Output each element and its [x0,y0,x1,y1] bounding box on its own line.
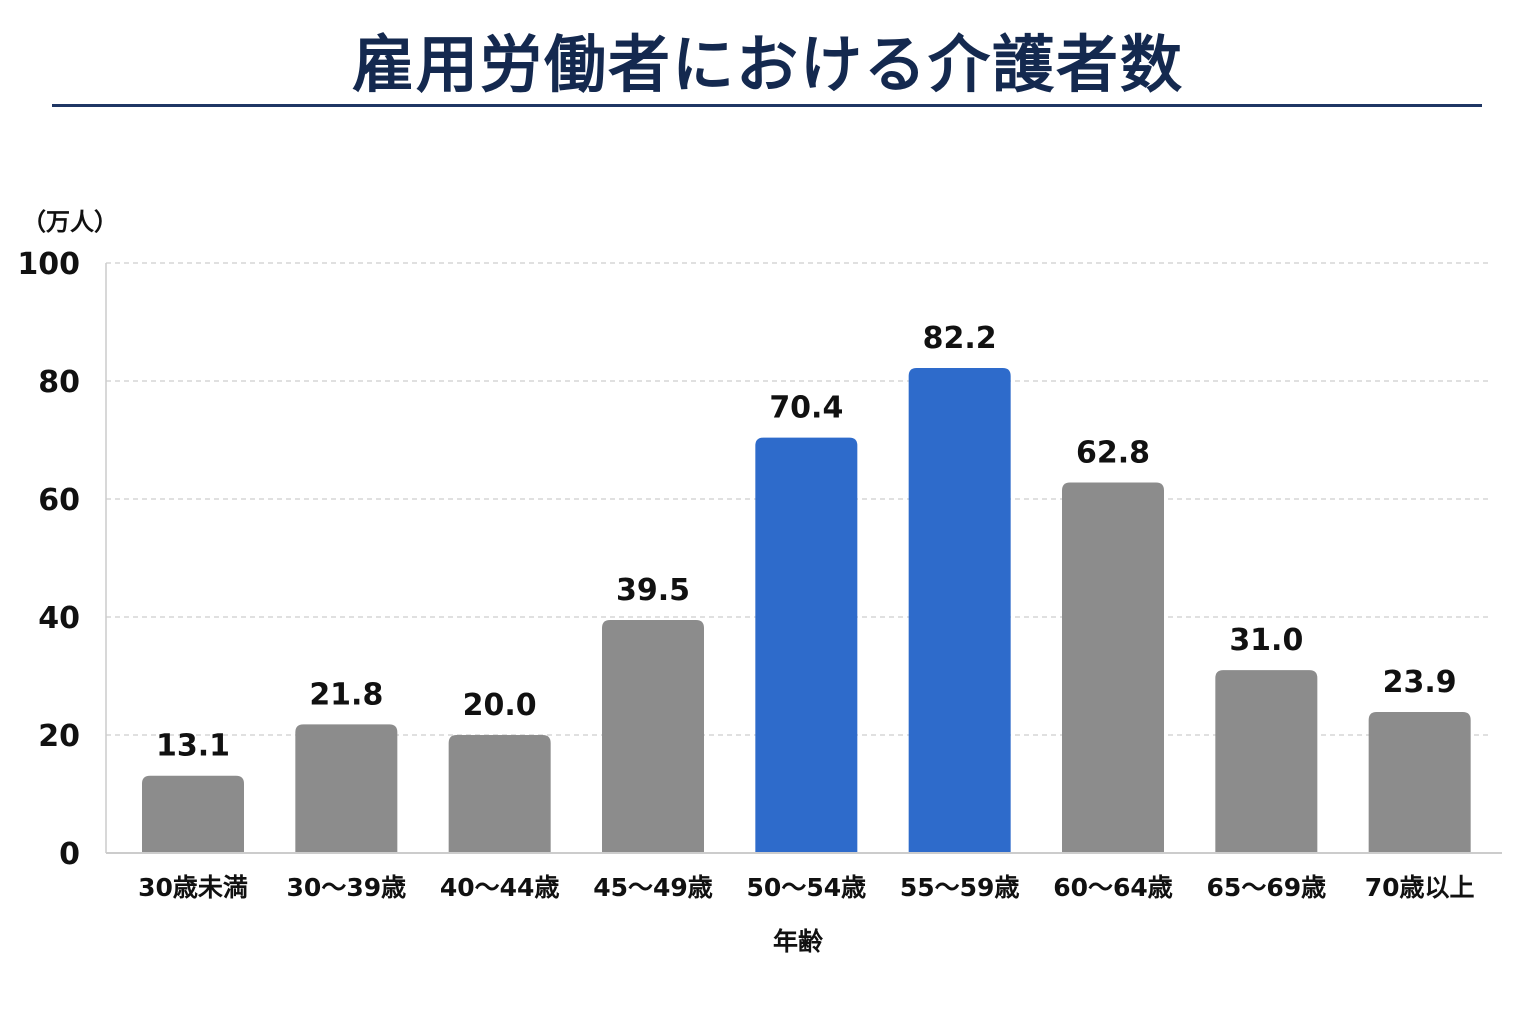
y-tick-label: 40 [38,601,80,636]
bar [602,619,704,853]
x-tick-label: 65〜69歳 [1207,873,1327,902]
value-label: 31.0 [1229,623,1303,658]
x-tick-label: 30〜39歳 [287,873,407,902]
bar [142,775,244,853]
value-labels: 13.1 21.8 20.0 39.5 70.4 82.2 62.8 31.0 23.9 [156,321,1457,764]
x-tick-label: 70歳以上 [1365,873,1475,902]
y-tick-label: 100 [17,247,80,282]
value-label: 39.5 [616,573,690,608]
bar [1215,670,1318,853]
title-underline [52,104,1482,107]
y-tick-label: 20 [38,719,80,754]
value-label: 62.8 [1076,435,1150,470]
y-axis: （万人） 0 20 40 60 80 100 [17,208,118,872]
value-label: 70.4 [769,391,843,426]
bar [448,735,551,853]
bar [1062,482,1164,853]
value-label: 13.1 [156,729,230,764]
x-tick-label: 50〜54歳 [747,873,867,902]
bar [908,368,1011,853]
x-tick-label: 55〜59歳 [900,873,1020,902]
x-axis-title: 年齢 [773,927,823,956]
y-tick-label: 60 [38,483,80,518]
value-label: 20.0 [463,688,537,723]
y-tick-label: 80 [38,365,80,400]
chart-title: 雇用労働者における介護者数 [351,28,1184,101]
y-tick-label: 0 [59,837,80,872]
value-label: 23.9 [1383,665,1457,700]
x-tick-label: 45〜49歳 [593,873,713,902]
y-unit-label: （万人） [22,208,118,236]
x-tick-label: 40〜44歳 [440,873,560,902]
x-axis: 年齢 30歳未満 30〜39歳 40〜44歳 45〜49歳 50〜54歳 55〜59歳 60… [106,852,1502,956]
bar [1368,711,1471,853]
bars [142,368,1471,853]
value-label: 82.2 [923,321,997,356]
x-tick-label: 60〜64歳 [1053,873,1173,902]
value-label: 21.8 [309,677,383,712]
bar [295,724,398,853]
x-tick-label: 30歳未満 [138,873,248,902]
bar [755,437,858,853]
